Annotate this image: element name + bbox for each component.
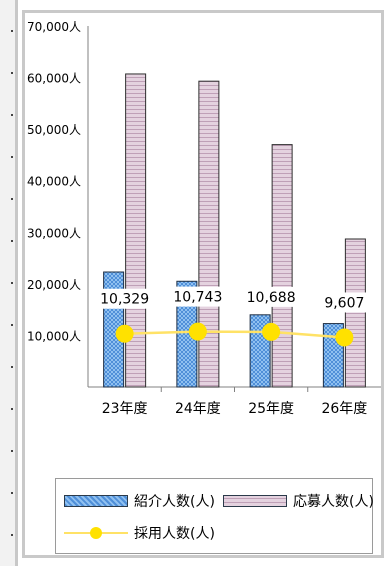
data-label-hires: 10,329	[100, 292, 149, 308]
bar-applications	[198, 80, 220, 388]
left-panel-tick	[11, 282, 13, 284]
legend-item-applications: 応募人数(人)	[223, 491, 374, 511]
y-tick-label: 40,000人	[27, 175, 81, 189]
left-panel-tick	[11, 366, 13, 368]
x-tick-label: 25年度	[248, 401, 294, 417]
legend-swatch-referral	[64, 495, 128, 507]
point-hires	[335, 328, 354, 347]
legend-label-referral: 紹介人数(人)	[134, 494, 215, 510]
left-panel-tick	[11, 492, 13, 494]
legend-label-applications: 応募人数(人)	[293, 494, 374, 510]
data-label-hires: 10,743	[173, 290, 222, 306]
x-tick-label: 23年度	[102, 401, 148, 417]
left-panel-tick	[11, 324, 13, 326]
legend-label-hires: 採用人数(人)	[134, 526, 215, 542]
bar-applications	[125, 73, 147, 388]
left-panel-tick	[11, 114, 13, 116]
data-label-hires: 10,688	[247, 290, 296, 306]
point-hires	[262, 322, 281, 341]
left-panel	[0, 0, 18, 566]
left-panel-tick	[11, 240, 13, 242]
bar-applications	[271, 144, 293, 388]
x-tick-label: 26年度	[321, 401, 367, 417]
y-tick-label: 20,000人	[27, 278, 81, 292]
data-label-hires: 9,607	[324, 295, 364, 311]
chart-panel: 70,000人 60,000人 50,000人 40,000人 30,000人 20,00…	[22, 10, 384, 558]
legend: 紹介人数(人) 応募人数(人) 採用人数(人)	[55, 478, 374, 554]
legend-swatch-applications	[223, 495, 287, 507]
left-panel-tick	[11, 450, 13, 452]
data-label-bg	[170, 286, 226, 307]
left-panel-tick	[11, 534, 13, 536]
data-label-bg	[97, 288, 153, 309]
x-tick-label: 24年度	[175, 401, 221, 417]
data-label-bg	[243, 286, 299, 307]
left-panel-tick	[11, 408, 13, 410]
chart: 70,000人 60,000人 50,000人 40,000人 30,000人 20,00…	[27, 20, 381, 417]
line-hires	[124, 330, 345, 339]
data-label-bg	[320, 292, 368, 313]
point-hires	[115, 324, 134, 343]
legend-item-referral: 紹介人数(人)	[64, 491, 215, 511]
legend-item-hires: 採用人数(人)	[64, 523, 215, 543]
left-panel-tick	[11, 156, 13, 158]
y-tick-label: 70,000人	[27, 20, 81, 34]
y-tick-label: 60,000人	[27, 72, 81, 86]
bar-applications	[344, 238, 366, 388]
left-panel-tick	[11, 198, 13, 200]
legend-swatch-hires	[64, 526, 128, 540]
point-hires	[188, 322, 207, 341]
y-tick-label: 10,000人	[27, 329, 81, 343]
left-panel-tick	[11, 30, 13, 32]
y-tick-label: 30,000人	[27, 226, 81, 240]
y-tick-label: 50,000人	[27, 123, 81, 137]
left-panel-tick	[11, 72, 13, 74]
